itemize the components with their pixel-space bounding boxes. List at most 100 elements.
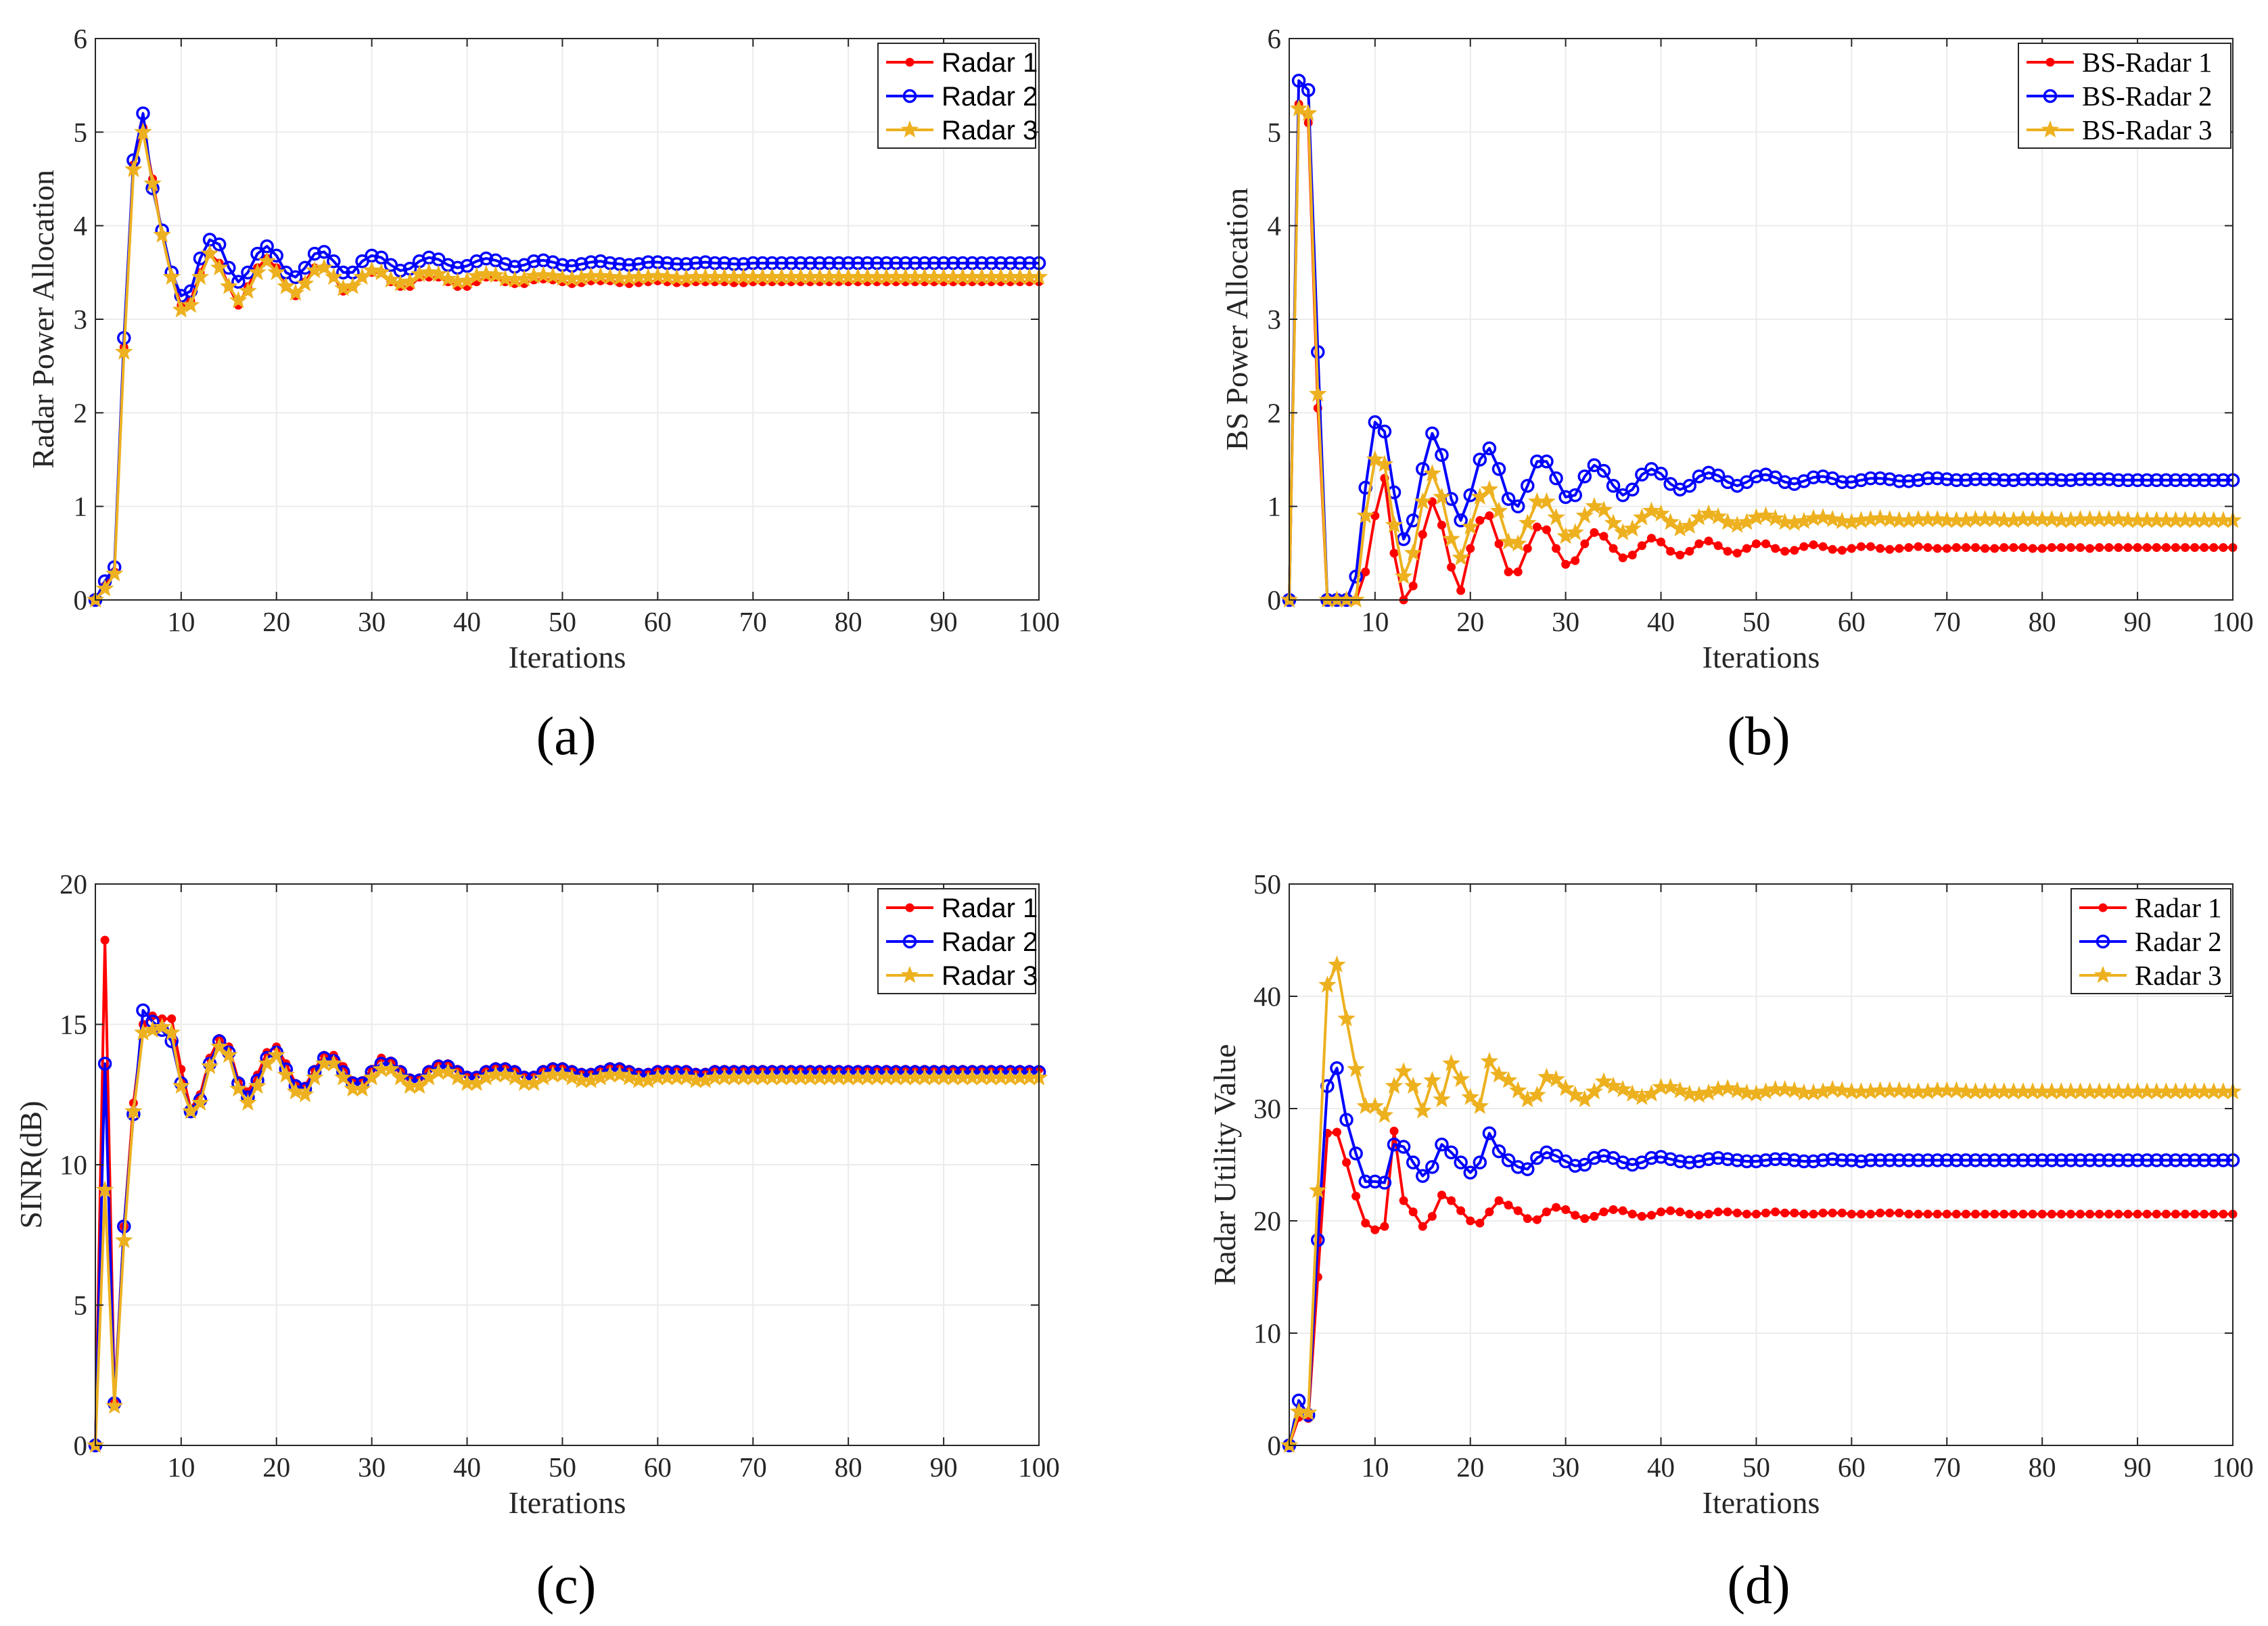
data-point-d-2-53 — [1778, 1152, 1792, 1166]
data-point-b-1-37 — [1627, 551, 1637, 560]
data-point-d-3-8 — [1347, 1059, 1365, 1077]
data-point-b-1-57 — [1818, 542, 1828, 551]
data-point-d-2-68 — [1920, 1153, 1935, 1167]
data-point-d-2-98 — [2206, 1153, 2221, 1167]
data-point-d-1-66 — [1904, 1209, 1914, 1219]
data-point-d-1-92 — [2152, 1209, 2161, 1219]
data-point-a-3-76 — [801, 267, 820, 285]
data-point-b-2-67 — [1911, 473, 1926, 488]
data-point-c-3-16 — [229, 1079, 248, 1097]
data-point-a-3-48 — [534, 266, 553, 283]
data-point-d-3-96 — [2185, 1082, 2204, 1100]
x-tick-label-b-0: 10 — [1361, 606, 1389, 637]
data-point-b-1-27 — [1532, 522, 1542, 532]
data-point-d-1-19 — [1456, 1206, 1466, 1215]
data-point-a-3-28 — [344, 277, 362, 294]
data-point-c-1-9 — [167, 1014, 177, 1023]
y-tick-label-c-1: 5 — [74, 1290, 88, 1321]
data-point-c-3-60 — [649, 1068, 667, 1086]
data-point-b-3-53 — [1776, 513, 1794, 530]
data-point-d-1-45 — [1704, 1209, 1713, 1219]
data-point-b-2-82 — [2054, 473, 2068, 488]
data-point-b-1-23 — [1494, 539, 1504, 549]
data-point-b-3-60 — [1843, 513, 1861, 530]
data-point-b-3-10 — [1366, 450, 1385, 467]
y-tick-label-a-5: 5 — [74, 116, 88, 147]
y-tick-label-b-2: 2 — [1268, 397, 1282, 428]
data-point-d-2-89 — [2121, 1153, 2135, 1167]
data-point-d-1-78 — [2018, 1209, 2028, 1219]
data-point-a-3-67 — [715, 267, 734, 285]
x-tick-label-b-8: 90 — [2124, 606, 2152, 637]
legend-label-c-3: Radar 3 — [942, 961, 1038, 991]
data-point-a-2-26 — [327, 254, 341, 269]
data-point-b-2-91 — [2139, 473, 2154, 488]
data-point-b-3-96 — [2185, 511, 2204, 528]
data-point-a-3-47 — [524, 266, 543, 284]
data-point-b-3-25 — [1508, 534, 1527, 552]
y-tick-label-a-6: 6 — [74, 23, 88, 54]
data-point-c-3-47 — [524, 1073, 543, 1091]
data-point-c-2-6 — [136, 1003, 150, 1017]
data-point-c-3-36 — [419, 1068, 438, 1086]
data-point-b-2-32 — [1577, 469, 1592, 484]
data-point-a-3-50 — [553, 269, 572, 286]
data-point-d-1-99 — [2219, 1209, 2228, 1219]
data-point-a-3-90 — [934, 267, 953, 285]
data-point-d-2-43 — [1682, 1155, 1697, 1169]
data-point-b-1-26 — [1523, 544, 1532, 553]
data-point-b-2-10 — [1368, 415, 1383, 429]
data-point-b-1-65 — [1895, 544, 1904, 553]
data-point-d-3-36 — [1613, 1079, 1632, 1098]
data-point-d-2-33 — [1587, 1151, 1602, 1165]
data-point-d-2-71 — [1949, 1153, 1964, 1167]
x-tick-label-c-9: 100 — [1018, 1451, 1060, 1483]
data-point-b-3-82 — [2052, 511, 2070, 528]
x-tick-label-a-9: 100 — [1018, 606, 1060, 637]
data-point-c-3-30 — [363, 1068, 381, 1086]
data-point-d-3-45 — [1699, 1083, 1718, 1101]
data-point-d-3-68 — [1918, 1082, 1937, 1100]
data-point-d-3-20 — [1461, 1088, 1479, 1105]
data-point-d-3-95 — [2176, 1082, 2194, 1100]
data-point-a-3-44 — [496, 269, 515, 287]
data-point-b-3-44 — [1690, 508, 1709, 526]
data-point-b-3-5 — [1318, 590, 1337, 608]
data-point-a-3-4 — [115, 342, 133, 360]
data-point-b-3-85 — [2081, 510, 2099, 528]
data-point-b-1-19 — [1456, 586, 1466, 595]
data-point-c-3-49 — [544, 1065, 562, 1083]
data-point-a-3-52 — [572, 269, 591, 286]
data-point-b-1-15 — [1418, 530, 1427, 539]
data-point-c-3-67 — [715, 1068, 734, 1086]
y-tick-label-c-2: 10 — [60, 1149, 87, 1180]
data-point-a-3-58 — [629, 267, 648, 285]
data-point-a-3-22 — [286, 283, 305, 301]
data-point-d-2-72 — [1959, 1153, 1973, 1167]
data-point-c-3-27 — [334, 1068, 352, 1086]
data-point-d-2-92 — [2150, 1153, 2164, 1167]
data-point-b-1-10 — [1370, 511, 1380, 520]
legend-marker-a-2 — [902, 89, 917, 103]
data-point-b-3-59 — [1833, 511, 1851, 530]
data-point-c-3-75 — [791, 1068, 810, 1086]
data-point-a-3-54 — [591, 266, 610, 284]
data-point-c-3-93 — [963, 1068, 981, 1086]
data-point-b-3-8 — [1347, 590, 1365, 608]
data-point-d-1-94 — [2171, 1209, 2180, 1219]
data-point-a-3-12 — [191, 267, 210, 285]
x-tick-label-c-8: 90 — [930, 1451, 958, 1483]
data-point-b-2-68 — [1920, 471, 1935, 486]
data-point-a-3-93 — [963, 267, 981, 285]
data-point-d-1-84 — [2076, 1209, 2085, 1219]
data-point-b-1-28 — [1542, 525, 1551, 534]
data-point-c-3-68 — [724, 1068, 743, 1086]
data-point-d-3-67 — [1909, 1082, 1928, 1100]
data-point-d-1-15 — [1418, 1222, 1427, 1231]
data-point-d-3-3 — [1299, 1403, 1318, 1421]
data-point-c-3-98 — [1011, 1068, 1029, 1086]
data-point-d-1-47 — [1723, 1207, 1732, 1217]
data-point-c-3-3 — [105, 1396, 124, 1414]
data-point-d-2-91 — [2139, 1153, 2154, 1167]
data-point-a-3-27 — [334, 279, 352, 296]
